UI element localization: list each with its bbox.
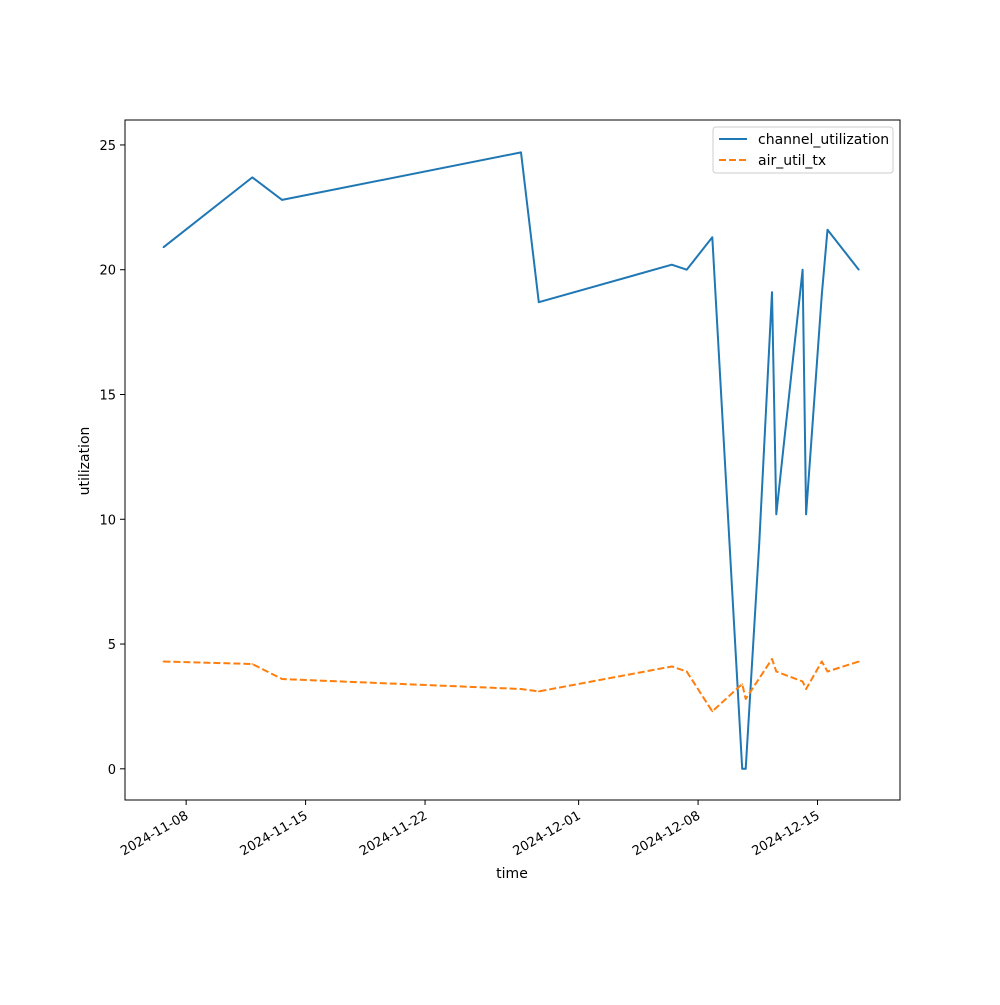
x-tick-label: 2024-11-15 xyxy=(238,808,311,859)
data-point-channel_utilization-2 xyxy=(281,199,283,201)
data-point-air_util_tx-10 xyxy=(771,658,773,660)
data-point-air_util_tx-6 xyxy=(685,670,688,673)
data-point-channel_utilization-16 xyxy=(826,229,829,231)
data-point-air_util_tx-15 xyxy=(826,670,829,673)
data-point-channel_utilization-3 xyxy=(520,151,522,154)
data-point-air_util_tx-8 xyxy=(741,683,743,685)
data-point-air_util_tx-11 xyxy=(775,670,778,673)
data-point-air_util_tx-12 xyxy=(801,680,804,683)
data-point-air_util_tx-7 xyxy=(711,710,714,713)
legend-label-air_util_tx: air_util_tx xyxy=(758,153,826,169)
legend-label-channel_utilization: channel_utilization xyxy=(758,132,889,148)
data-point-channel_utilization-17 xyxy=(858,268,860,271)
legend-box xyxy=(712,126,894,174)
data-point-channel_utilization-5 xyxy=(671,263,673,266)
series-line-air_util_tx xyxy=(163,658,860,713)
y-tick-label: 0 xyxy=(108,763,116,778)
legend: channel_utilization air_util_tx xyxy=(712,126,894,174)
data-point-channel_utilization-12 xyxy=(775,513,778,516)
y-tick-label: 5 xyxy=(108,638,116,653)
data-point-channel_utilization-6 xyxy=(685,268,688,271)
data-point-air_util_tx-5 xyxy=(671,665,673,668)
x-tick-label: 2024-12-01 xyxy=(511,808,584,859)
data-point-channel_utilization-15 xyxy=(821,293,823,296)
data-point-channel_utilization-8 xyxy=(741,768,743,770)
data-point-air_util_tx-13 xyxy=(805,688,807,690)
data-point-air_util_tx-4 xyxy=(538,690,540,693)
data-point-air_util_tx-2 xyxy=(281,678,283,680)
x-tick-label: 2024-12-15 xyxy=(750,808,823,859)
data-point-channel_utilization-4 xyxy=(538,301,540,304)
data-point-air_util_tx-9 xyxy=(744,698,747,700)
x-tick-label: 2024-11-08 xyxy=(118,808,191,859)
series-layer xyxy=(162,151,860,770)
x-axis-ticks: 2024-11-08 2024-11-15 2024-11-22 2024-12-01… xyxy=(118,800,823,859)
y-tick-label: 15 xyxy=(99,388,116,403)
y-axis-ticks: 0 5 10 15 20 25 xyxy=(99,139,125,778)
data-point-channel_utilization-0 xyxy=(162,246,165,249)
y-axis-label: utilization xyxy=(77,427,93,496)
plot-area xyxy=(125,120,900,800)
plot-frame xyxy=(124,119,901,801)
x-tick-label: 2024-12-08 xyxy=(630,808,703,859)
series-line-channel_utilization xyxy=(162,151,860,770)
data-point-channel_utilization-10 xyxy=(758,543,760,545)
data-point-channel_utilization-9 xyxy=(744,768,747,770)
data-point-air_util_tx-14 xyxy=(821,660,823,663)
data-point-channel_utilization-1 xyxy=(251,176,254,179)
data-point-channel_utilization-14 xyxy=(805,513,807,516)
data-point-channel_utilization-13 xyxy=(801,268,804,271)
y-tick-label: 25 xyxy=(99,139,116,154)
x-tick-label: 2024-11-22 xyxy=(357,808,430,859)
data-point-air_util_tx-0 xyxy=(162,660,165,663)
y-tick-label: 20 xyxy=(99,264,116,279)
data-point-channel_utilization-7 xyxy=(711,236,714,239)
x-axis-label: time xyxy=(496,866,528,882)
y-tick-label: 10 xyxy=(99,513,116,528)
data-point-air_util_tx-16 xyxy=(858,660,860,663)
data-point-air_util_tx-3 xyxy=(520,688,522,690)
data-point-channel_utilization-11 xyxy=(771,291,773,294)
data-point-air_util_tx-1 xyxy=(251,663,254,665)
